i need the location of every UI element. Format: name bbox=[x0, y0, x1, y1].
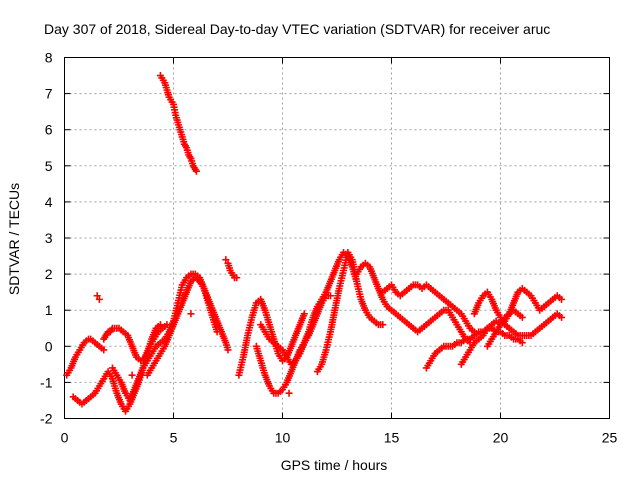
data-point bbox=[518, 339, 526, 347]
y-tick-label: 0 bbox=[45, 338, 53, 354]
y-tick-label: -1 bbox=[40, 374, 53, 390]
x-tick-label: 15 bbox=[384, 430, 400, 446]
x-tick-labels: 0 5 10 15 20 25 bbox=[61, 430, 618, 446]
y-tick-label: 7 bbox=[45, 86, 53, 102]
outlier-point bbox=[187, 310, 195, 318]
outlier-point bbox=[95, 295, 103, 303]
data-point bbox=[192, 167, 200, 175]
y-tick-label: 5 bbox=[45, 158, 53, 174]
data-point bbox=[379, 321, 387, 329]
data-point bbox=[326, 292, 334, 300]
outlier-point bbox=[233, 274, 241, 282]
y-tick-label: 4 bbox=[45, 194, 53, 210]
y-axis-label: SDTVAR / TECUs bbox=[6, 183, 22, 295]
data-point bbox=[558, 295, 566, 303]
data-point bbox=[300, 310, 308, 318]
x-tick-label: 20 bbox=[493, 430, 509, 446]
x-tick-label: 10 bbox=[275, 430, 291, 446]
outlier-point bbox=[128, 371, 136, 379]
data-point bbox=[100, 346, 108, 354]
x-tick-label: 0 bbox=[61, 430, 69, 446]
axis-ticks bbox=[64, 57, 610, 419]
data-point bbox=[518, 313, 526, 321]
y-tick-labels: -2 -1 0 1 2 3 4 5 6 7 8 bbox=[40, 50, 53, 427]
y-tick-label: 3 bbox=[45, 230, 53, 246]
y-tick-label: 1 bbox=[45, 302, 53, 318]
y-tick-label: -2 bbox=[40, 411, 53, 427]
data-points bbox=[63, 72, 566, 415]
x-axis-label: GPS time / hours bbox=[281, 457, 388, 473]
outlier-point bbox=[93, 292, 101, 300]
outlier-point bbox=[285, 389, 293, 397]
y-tick-label: 6 bbox=[45, 122, 53, 138]
chart-title: Day 307 of 2018, Sidereal Day-to-day VTE… bbox=[44, 21, 550, 37]
outlier-point bbox=[222, 256, 230, 264]
data-point bbox=[558, 313, 566, 321]
y-tick-label: 8 bbox=[45, 50, 53, 66]
data-point bbox=[224, 346, 232, 354]
y-tick-label: 2 bbox=[45, 266, 53, 282]
x-tick-label: 25 bbox=[602, 430, 618, 446]
x-tick-label: 5 bbox=[170, 430, 178, 446]
